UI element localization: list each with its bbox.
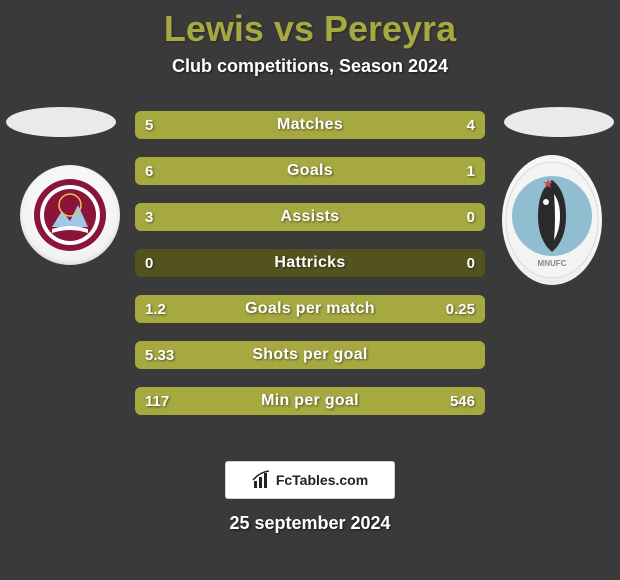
brand-text: FcTables.com [276, 472, 368, 488]
stats-area: MNUFC 54Matches 61Goals 30Assists 00Hattric… [0, 105, 620, 445]
stat-label: Assists [135, 203, 485, 231]
stat-row: 54Matches [135, 111, 485, 139]
stat-row: 00Hattricks [135, 249, 485, 277]
stat-row: 5.33Shots per goal [135, 341, 485, 369]
stat-row: 30Assists [135, 203, 485, 231]
infographic-container: Lewis vs Pereyra Club competitions, Seas… [0, 0, 620, 580]
date-text: 25 september 2024 [0, 513, 620, 534]
stat-row: 1.20.25Goals per match [135, 295, 485, 323]
brand-chart-icon [252, 470, 272, 490]
stat-label: Goals [135, 157, 485, 185]
team-left-badge [20, 165, 120, 265]
page-subtitle: Club competitions, Season 2024 [0, 56, 620, 77]
team-right-badge: MNUFC [502, 155, 602, 285]
stat-label: Shots per goal [135, 341, 485, 369]
stat-row: 117546Min per goal [135, 387, 485, 415]
stat-label: Hattricks [135, 249, 485, 277]
page-title: Lewis vs Pereyra [0, 8, 620, 50]
stat-row: 61Goals [135, 157, 485, 185]
bars-container: 54Matches 61Goals 30Assists 00Hattricks 1.20… [135, 111, 485, 433]
minnesota-united-icon: MNUFC [504, 160, 600, 280]
badge-right-text: MNUFC [538, 259, 567, 268]
colorado-rapids-icon [32, 177, 108, 253]
player-left-ellipse [6, 107, 116, 137]
player-right-ellipse [504, 107, 614, 137]
stat-label: Min per goal [135, 387, 485, 415]
stat-label: Goals per match [135, 295, 485, 323]
stat-label: Matches [135, 111, 485, 139]
brand-badge: FcTables.com [225, 461, 395, 499]
